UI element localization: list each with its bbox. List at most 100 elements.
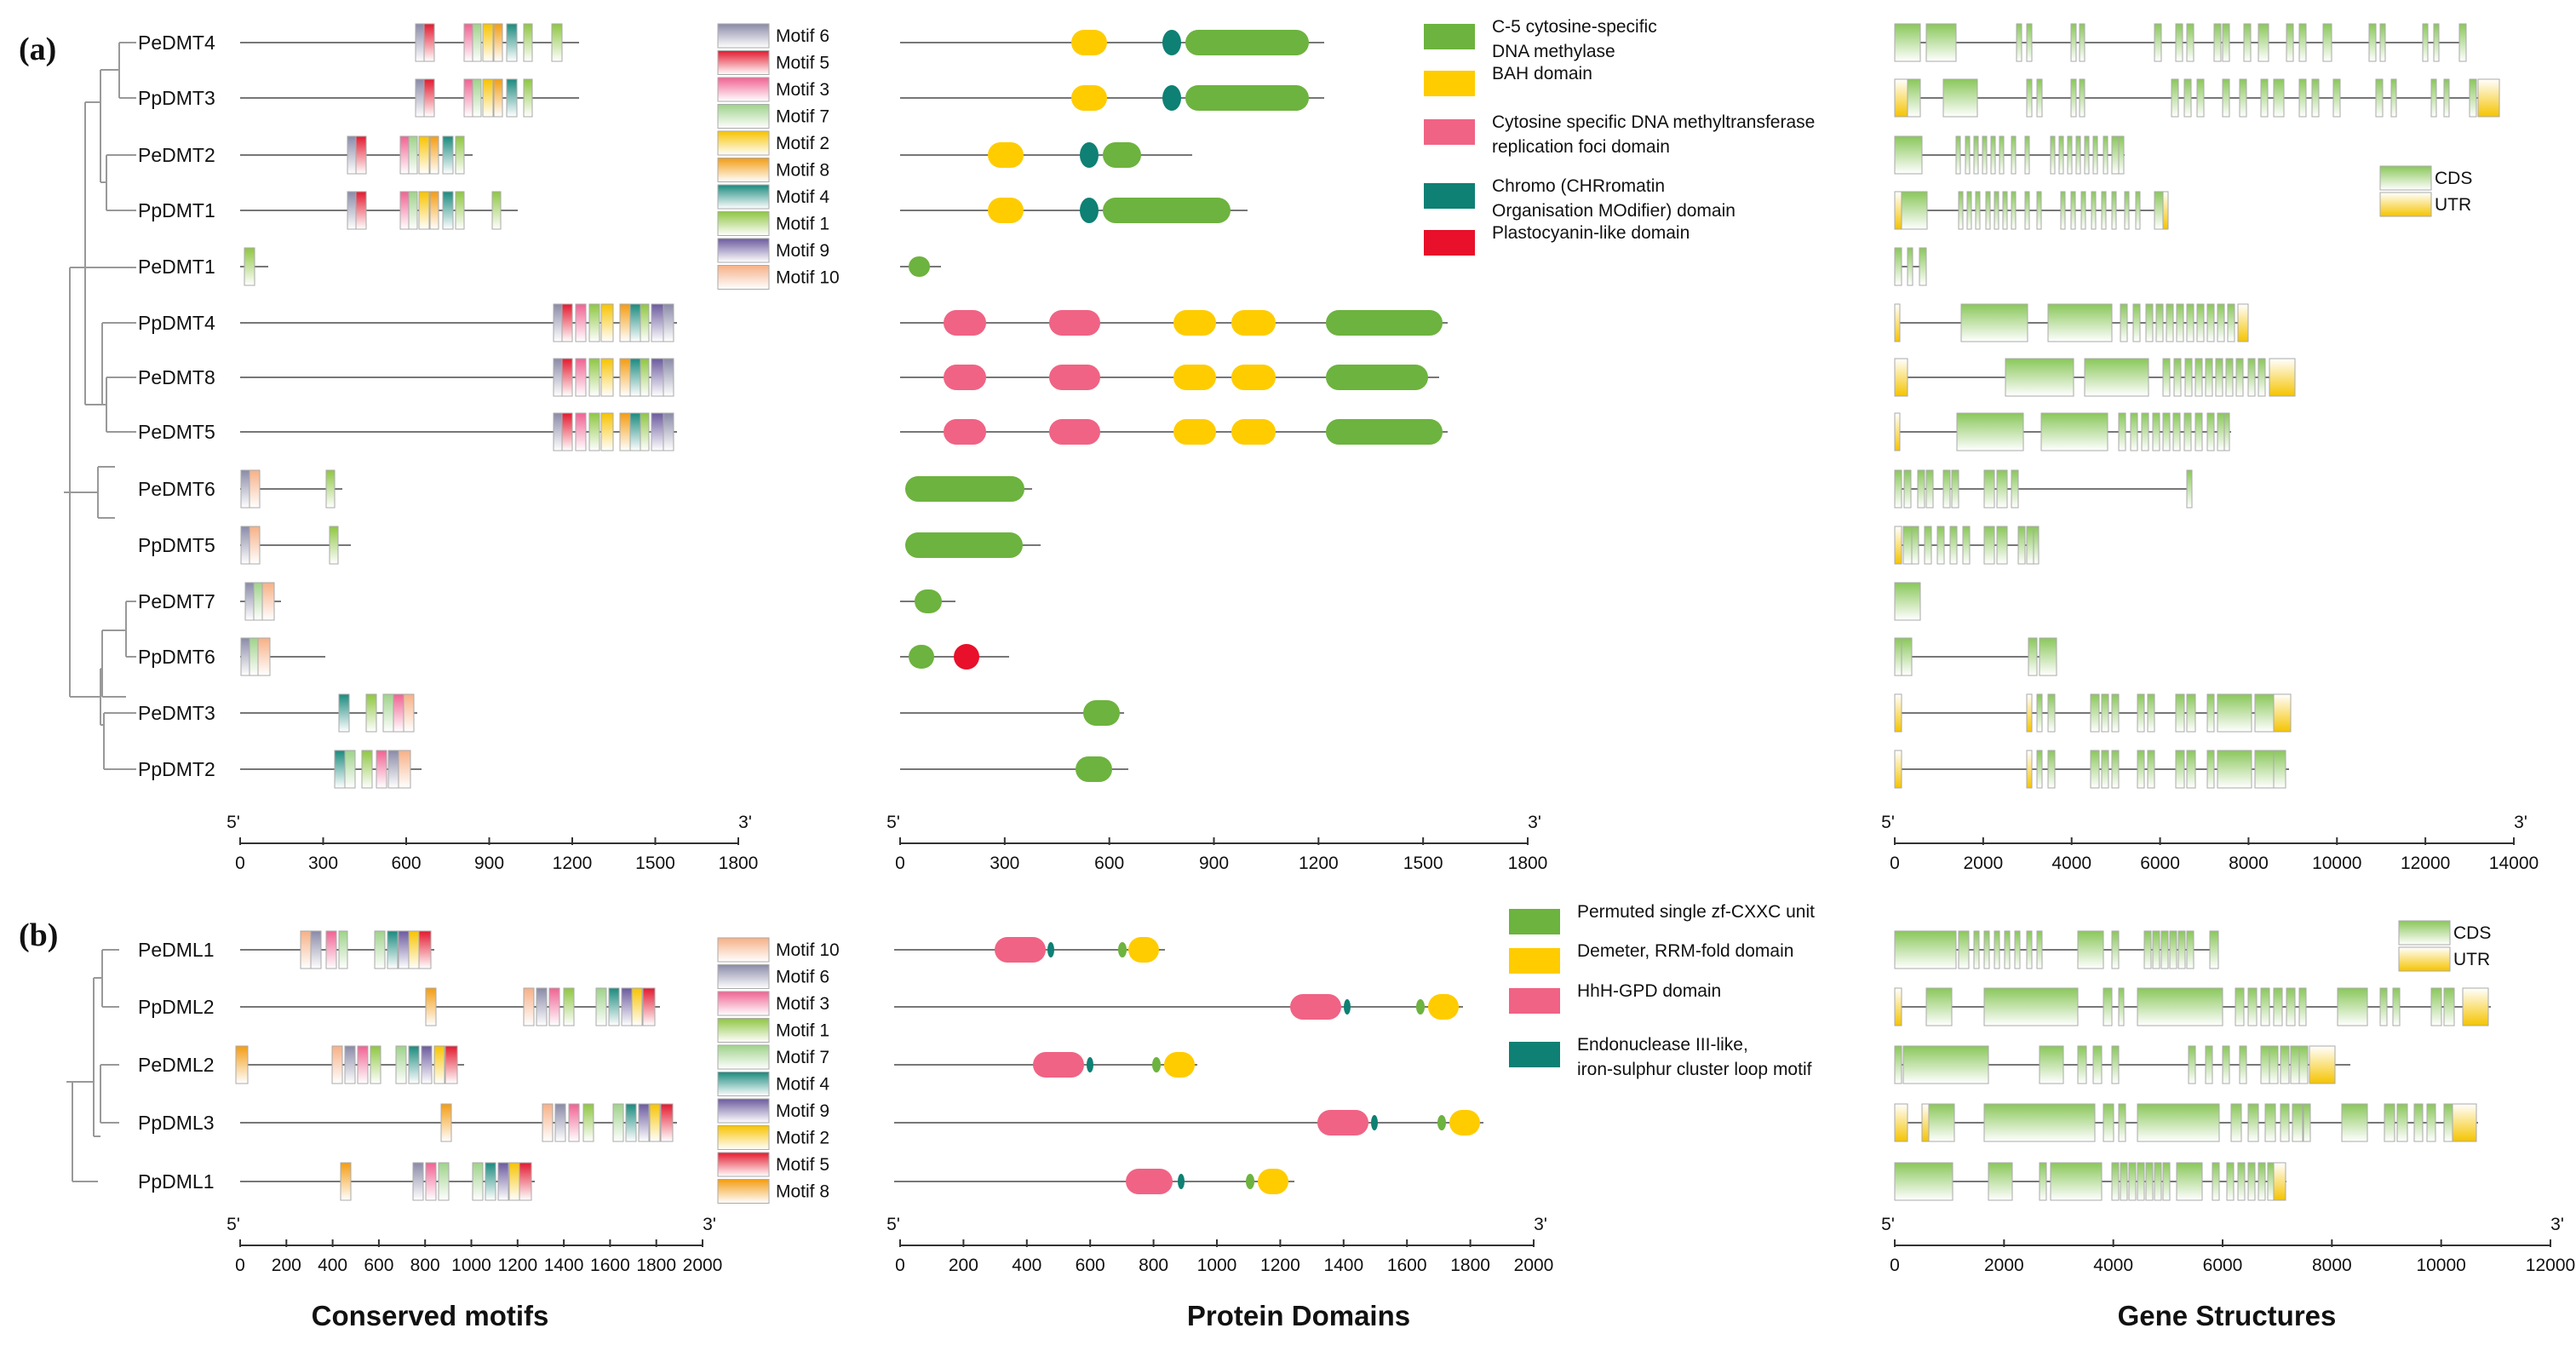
cds-block: [2169, 930, 2177, 969]
utr-legend-swatch: [2398, 946, 2451, 972]
domain_yellow-domain: [1173, 419, 1216, 445]
motif-1-box: [588, 412, 600, 451]
cds-block: [1975, 191, 1981, 230]
cds-block: [1901, 637, 1913, 676]
tree-branch: [84, 267, 136, 405]
motif-4-box: [442, 135, 454, 175]
cds-block: [2147, 750, 2155, 789]
gene-name: PeDMT2: [138, 144, 215, 166]
domain_pink-domain: [1033, 1052, 1084, 1078]
tree-branch: [85, 322, 136, 405]
cds-block: [1955, 135, 1961, 175]
three-prime-label: 3': [2550, 1215, 2564, 1234]
axis-tick-label: 1800: [719, 854, 759, 873]
cds-block: [1894, 247, 1902, 286]
cds-block: [2040, 412, 2108, 451]
motif-6-box: [387, 750, 399, 789]
motif-8-box: [493, 78, 503, 118]
motif-3-box: [575, 303, 587, 342]
motif-legend-label: Motif 3: [776, 80, 829, 100]
cds-block: [2379, 987, 2388, 1026]
axis-tick-label: 14000: [2489, 854, 2539, 873]
three-prime-label: 3': [1528, 813, 1541, 832]
cds-block: [2273, 78, 2285, 118]
motif-legend-label: Motif 2: [776, 134, 829, 153]
cds-block: [2092, 1045, 2103, 1084]
motif-5-box: [561, 303, 573, 342]
cds-block: [2137, 1162, 2145, 1201]
axis-tick-label: 900: [474, 854, 504, 873]
cds-block: [2162, 1162, 2171, 1201]
motif-9-box: [621, 987, 633, 1026]
utr-block: [2269, 358, 2296, 397]
chromo-domain: [1087, 1057, 1093, 1072]
cds-block: [2091, 191, 2097, 230]
cds-block: [1928, 1103, 1955, 1142]
motif-8-box: [619, 358, 631, 397]
motif-3-box: [463, 23, 473, 62]
motif-5-box: [660, 1103, 674, 1142]
cds-block: [2118, 987, 2125, 1026]
cds-block: [2298, 23, 2307, 62]
tree-branch: [100, 69, 119, 183]
cds-block: [2303, 1103, 2311, 1142]
utr-block: [2026, 750, 2033, 789]
motif-10-box: [249, 526, 261, 565]
motif-legend-label: Motif 7: [776, 1048, 829, 1067]
domain_green-domain: [1326, 310, 1443, 336]
domain-legend-label: Chromo (CHRromatin: [1492, 176, 1665, 196]
domain_pink-domain: [1126, 1169, 1173, 1194]
domain_pink-domain: [1317, 1110, 1368, 1135]
cds-block: [2430, 987, 2442, 1026]
axis-tick-label: 200: [272, 1256, 301, 1275]
motif-legend-label: Motif 1: [776, 215, 829, 234]
domain_pink-domain: [995, 937, 1046, 963]
motif-2-box: [508, 1162, 520, 1201]
motif-2-box: [631, 987, 643, 1026]
motif-3-box: [463, 78, 473, 118]
utr-block: [1894, 303, 1901, 342]
motif-4-box: [485, 1162, 496, 1201]
cds-block: [2217, 412, 2225, 451]
motif-legend-swatch: [717, 211, 770, 236]
utr-block: [1921, 1103, 1930, 1142]
tree-branch: [93, 977, 102, 1137]
cds-block: [2396, 1103, 2408, 1142]
utr-block: [2462, 987, 2489, 1026]
cds-block: [1988, 1162, 2013, 1201]
tree-branch: [101, 949, 119, 1008]
domain-legend-swatch: [1509, 948, 1560, 974]
motif-6-box: [553, 358, 563, 397]
motif-6-box: [347, 191, 357, 230]
utr-block: [2273, 1162, 2286, 1201]
column-title-domains: Protein Domains: [1187, 1300, 1410, 1331]
cds-block: [2171, 78, 2179, 118]
cds-block: [2280, 1103, 2290, 1142]
domain_yellow-domain: [1173, 365, 1216, 390]
cds-block: [2213, 23, 2222, 62]
domain_yellow-domain: [1173, 310, 1216, 336]
chromo-domain: [1162, 85, 1181, 111]
cds-block: [1894, 135, 1923, 175]
cds-block: [2292, 1103, 2303, 1142]
cds-block: [2145, 303, 2154, 342]
cds-block: [2235, 358, 2244, 397]
cds-block: [1951, 469, 1959, 509]
motif-8-box: [619, 412, 631, 451]
cds-legend-label: CDS: [2435, 169, 2472, 188]
cds-block: [2209, 930, 2219, 969]
cds-block: [2017, 526, 2026, 565]
domain_pink-domain: [944, 365, 986, 390]
domain_yellow-domain: [1071, 30, 1107, 55]
axis-tick-label: 2000: [683, 1256, 723, 1275]
axis-tick-label: 1800: [1450, 1256, 1490, 1275]
domain_yellow-domain: [1071, 85, 1107, 111]
motif-3-box: [393, 693, 404, 733]
motif-6-box: [240, 526, 250, 565]
motif-1-box: [370, 1045, 382, 1084]
gene-name: PeDMT4: [138, 32, 215, 54]
cds-block: [2162, 358, 2171, 397]
cds-block: [2186, 469, 2193, 509]
axis-tick-label: 1800: [1508, 854, 1548, 873]
motif-9-box: [398, 930, 410, 969]
